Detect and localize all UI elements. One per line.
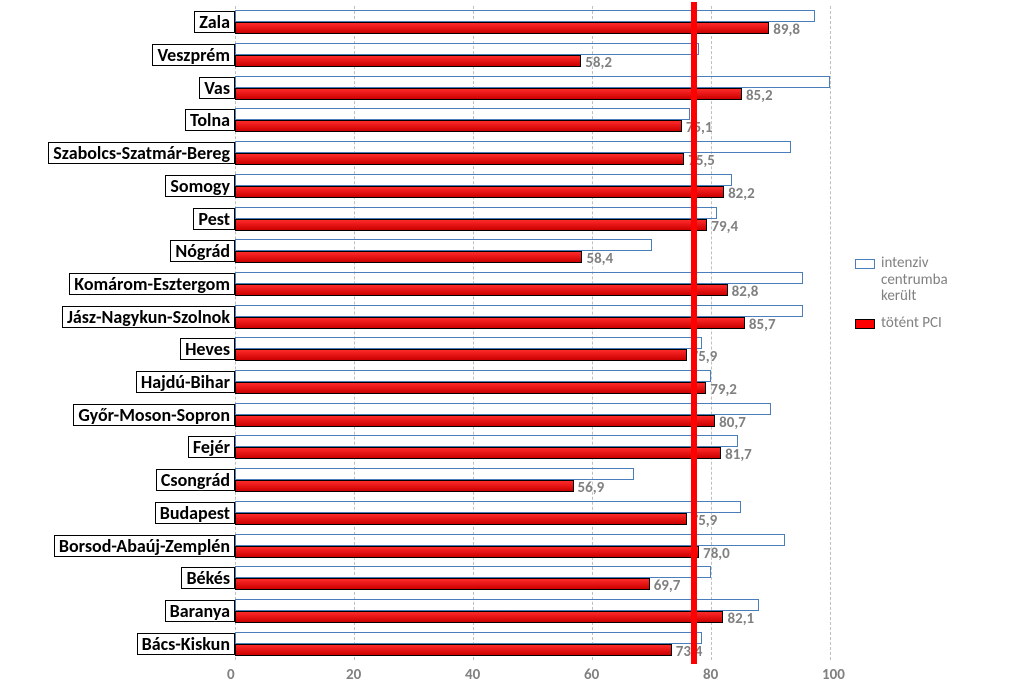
category-label: Baranya	[165, 600, 235, 622]
bar-pci	[235, 644, 672, 656]
category-label: Komárom-Esztergom	[69, 273, 235, 295]
legend-label: tötént PCI	[881, 315, 942, 332]
bar-intenziv	[235, 337, 702, 349]
value-label: 58,2	[585, 54, 612, 72]
bar-intenziv	[235, 43, 699, 55]
category-label: Jász-Nagykun-Szolnok	[62, 306, 235, 328]
bar-pci	[235, 251, 582, 263]
category-label: Fejér	[188, 436, 235, 458]
bar-pci	[235, 219, 707, 231]
bar-intenziv	[235, 370, 711, 382]
category-label: Budapest	[155, 502, 235, 524]
category-label: Hajdú-Bihar	[136, 371, 235, 393]
category-label: Szabolcs-Szatmár-Bereg	[48, 142, 235, 164]
category-label: Nógrád	[170, 240, 235, 262]
value-label: 85,2	[746, 87, 773, 105]
bar-intenziv	[235, 10, 815, 22]
bar-pci	[235, 186, 724, 198]
bar-pci	[235, 480, 574, 492]
legend-item: tötént PCI	[855, 315, 948, 332]
legend-item: intenziv centrumba került	[855, 255, 948, 305]
category-label: Borsod-Abaúj-Zemplén	[54, 535, 235, 557]
value-label: 89,8	[773, 21, 800, 39]
value-label: 82,1	[727, 610, 754, 628]
category-label: Győr-Moson-Sopron	[73, 404, 235, 426]
gridline	[830, 6, 831, 660]
legend-label: intenziv centrumba került	[881, 255, 948, 305]
bar-intenziv	[235, 599, 759, 611]
bar-intenziv	[235, 207, 717, 219]
bar-intenziv	[235, 435, 738, 447]
bar-pci	[235, 55, 581, 67]
value-label: 82,2	[728, 185, 755, 203]
bar-pci	[235, 349, 687, 361]
category-label: Pest	[193, 208, 235, 230]
bar-pci	[235, 88, 742, 100]
category-label: Békés	[181, 567, 235, 589]
category-label: Veszprém	[152, 44, 235, 66]
bar-pci	[235, 578, 650, 590]
gridline	[592, 6, 593, 660]
bar-pci	[235, 611, 723, 623]
x-tick-label: 80	[703, 666, 718, 684]
category-label: Bács-Kiskun	[137, 633, 235, 655]
bar-intenziv	[235, 174, 732, 186]
bar-pci	[235, 447, 721, 459]
value-label: 58,4	[586, 250, 613, 268]
x-tick-label: 100	[822, 666, 845, 684]
value-label: 81,7	[725, 446, 752, 464]
reference-line	[691, 2, 697, 664]
bar-pci	[235, 513, 687, 525]
gridline	[473, 6, 474, 660]
category-label: Csongrád	[156, 469, 235, 491]
bar-intenziv	[235, 632, 702, 644]
value-label: 79,2	[710, 381, 737, 399]
bar-pci	[235, 546, 699, 558]
bar-pci	[235, 120, 682, 132]
bar-intenziv	[235, 272, 803, 284]
bar-pci	[235, 382, 706, 394]
x-tick-label: 20	[346, 666, 361, 684]
gridline	[354, 6, 355, 660]
value-label: 79,4	[711, 218, 738, 236]
legend-swatch	[855, 319, 875, 329]
bar-pci	[235, 153, 684, 165]
value-label: 82,8	[732, 283, 759, 301]
value-label: 78,0	[703, 545, 730, 563]
x-tick-label: 60	[584, 666, 599, 684]
x-tick-label: 0	[227, 666, 235, 684]
bar-pci	[235, 22, 769, 34]
value-label: 85,7	[749, 316, 776, 334]
value-label: 69,7	[654, 577, 681, 595]
gridline	[235, 6, 236, 660]
bar-pci	[235, 415, 715, 427]
category-label: Zala	[194, 11, 235, 33]
bar-intenziv	[235, 566, 711, 578]
bar-intenziv	[235, 76, 830, 88]
bar-intenziv	[235, 501, 741, 513]
x-tick-label: 40	[465, 666, 480, 684]
bar-intenziv	[235, 108, 690, 120]
value-label: 73,4	[676, 643, 703, 661]
bar-intenziv	[235, 305, 803, 317]
bar-intenziv	[235, 468, 634, 480]
category-label: Heves	[180, 338, 235, 360]
bar-pci	[235, 284, 728, 296]
bar-pci	[235, 317, 745, 329]
legend-swatch	[855, 259, 875, 269]
category-label: Tolna	[185, 109, 235, 131]
value-label: 80,7	[719, 414, 746, 432]
category-label: Vas	[199, 77, 235, 99]
category-label: Somogy	[165, 175, 235, 197]
value-label: 56,9	[578, 479, 605, 497]
legend: intenziv centrumba került tötént PCI	[855, 255, 948, 341]
